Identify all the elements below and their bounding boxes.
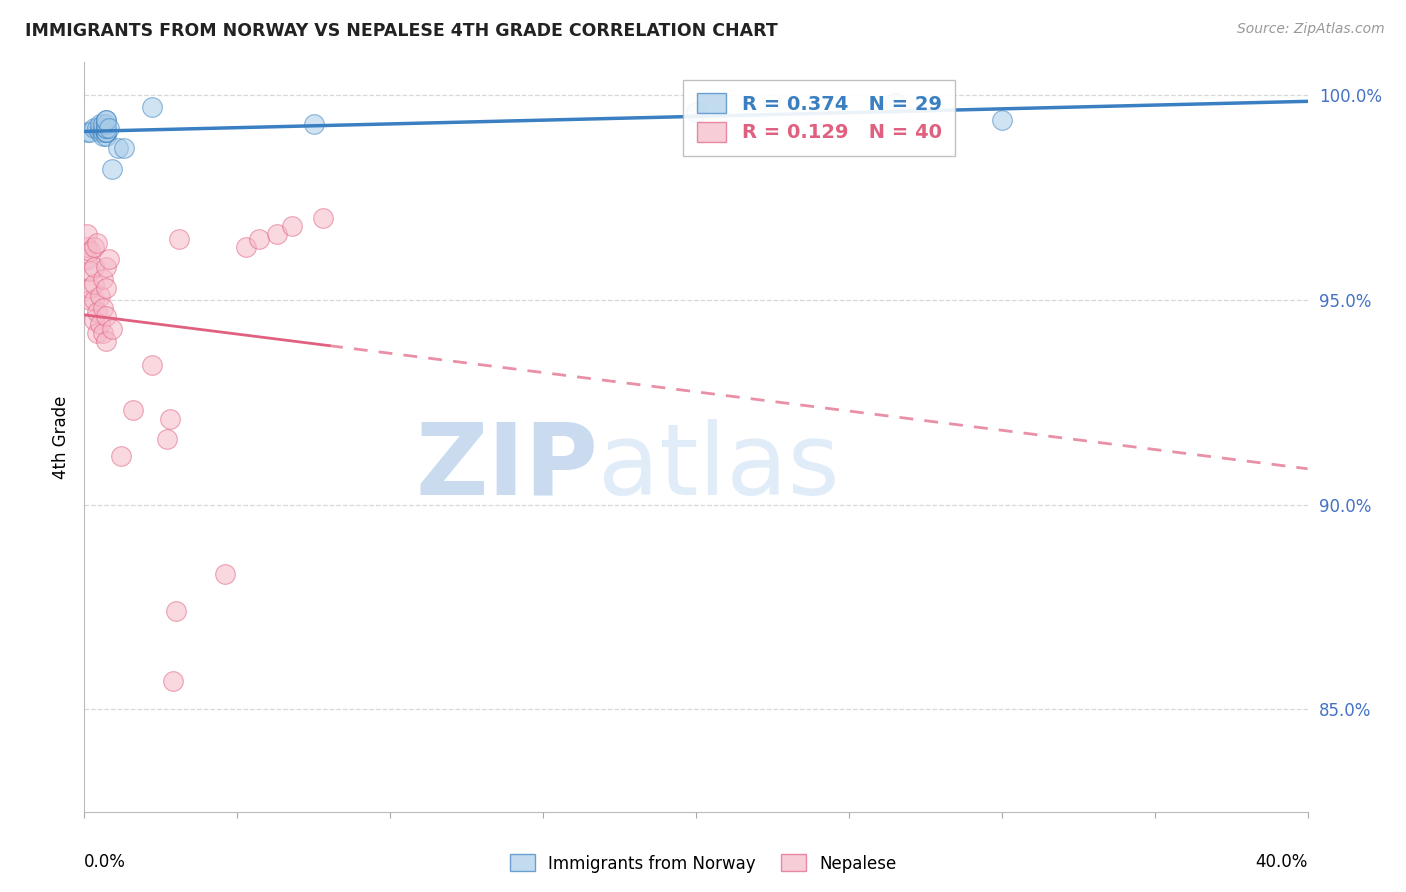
Point: [94, 260, 117, 275]
Point: [86, 326, 108, 340]
Point: [156, 432, 179, 446]
Point: [89, 117, 111, 131]
Point: [76, 240, 98, 254]
Point: [107, 141, 129, 155]
Text: IMMIGRANTS FROM NORWAY VS NEPALESE 4TH GRADE CORRELATION CHART: IMMIGRANTS FROM NORWAY VS NEPALESE 4TH G…: [25, 22, 778, 40]
Point: [89, 125, 111, 139]
Point: [79, 280, 101, 294]
Point: [94, 125, 117, 139]
Point: [94, 310, 117, 324]
Point: [86, 120, 108, 135]
Point: [991, 112, 1014, 127]
Point: [94, 125, 117, 139]
Point: [91, 129, 114, 144]
Point: [91, 120, 114, 135]
Point: [94, 112, 117, 127]
Point: [83, 120, 105, 135]
Point: [97, 252, 120, 266]
Point: [94, 120, 117, 135]
Point: [94, 280, 117, 294]
Point: [91, 117, 114, 131]
Point: [79, 293, 101, 307]
Point: [685, 104, 707, 119]
Text: 40.0%: 40.0%: [1256, 853, 1308, 871]
Point: [94, 112, 117, 127]
Point: [112, 141, 135, 155]
Point: [83, 260, 105, 275]
Point: [76, 227, 98, 242]
Point: [79, 244, 101, 258]
Point: [302, 117, 325, 131]
Point: [312, 211, 335, 225]
Point: [167, 231, 190, 245]
Point: [86, 235, 108, 250]
Point: [83, 240, 105, 254]
Point: [141, 359, 163, 373]
Text: atlas: atlas: [598, 418, 839, 516]
Point: [247, 231, 270, 245]
Point: [110, 449, 132, 463]
Point: [281, 219, 304, 234]
Point: [97, 120, 120, 135]
Point: [91, 125, 114, 139]
Y-axis label: 4th Grade: 4th Grade: [52, 395, 70, 479]
Legend: R = 0.374   N = 29, R = 0.129   N = 40: R = 0.374 N = 29, R = 0.129 N = 40: [683, 79, 955, 156]
Point: [101, 161, 124, 176]
Point: [83, 313, 105, 327]
Point: [94, 129, 117, 144]
Point: [94, 125, 117, 139]
Point: [76, 125, 98, 139]
Point: [89, 120, 111, 135]
Point: [89, 318, 111, 332]
Point: [86, 305, 108, 319]
Point: [94, 120, 117, 135]
Text: ZIP: ZIP: [415, 418, 598, 516]
Point: [883, 96, 905, 111]
Point: [266, 227, 288, 242]
Point: [214, 567, 236, 582]
Point: [83, 293, 105, 307]
Text: Source: ZipAtlas.com: Source: ZipAtlas.com: [1237, 22, 1385, 37]
Point: [165, 604, 187, 618]
Point: [122, 403, 145, 417]
Point: [76, 252, 98, 266]
Point: [94, 334, 117, 348]
Point: [83, 277, 105, 291]
Point: [79, 264, 101, 278]
Point: [91, 301, 114, 315]
Point: [235, 240, 257, 254]
Text: 0.0%: 0.0%: [84, 853, 127, 871]
Point: [159, 411, 181, 425]
Point: [141, 100, 163, 114]
Point: [91, 272, 114, 286]
Point: [91, 326, 114, 340]
Point: [94, 117, 117, 131]
Point: [79, 125, 101, 139]
Point: [101, 321, 124, 335]
Point: [89, 289, 111, 303]
Legend: Immigrants from Norway, Nepalese: Immigrants from Norway, Nepalese: [503, 847, 903, 880]
Point: [162, 673, 184, 688]
